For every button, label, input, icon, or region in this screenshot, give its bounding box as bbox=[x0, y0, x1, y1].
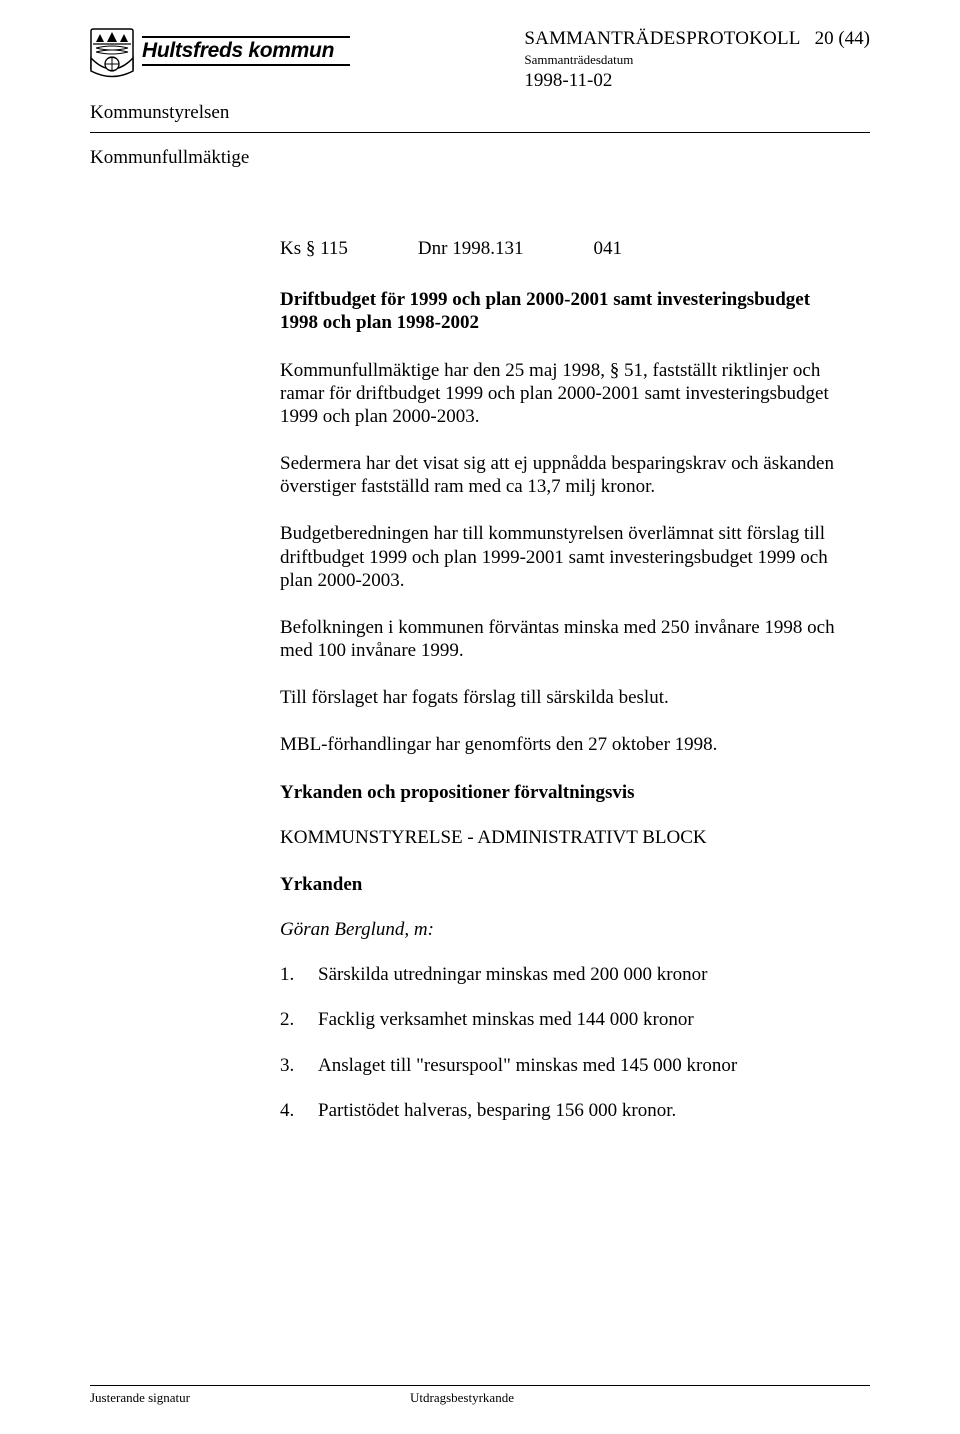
footer-rule bbox=[90, 1385, 870, 1386]
header-right: SAMMANTRÄDESPROTOKOLL 20 (44) Sammanträd… bbox=[524, 28, 870, 92]
list-text: Partistödet halveras, besparing 156 000 … bbox=[318, 1099, 676, 1122]
item-title: Driftbudget för 1999 och plan 2000-2001 … bbox=[280, 288, 850, 334]
item-dnr: Dnr 1998.131 bbox=[418, 237, 524, 260]
list-number: 4. bbox=[280, 1099, 296, 1122]
proposer-name: Göran Berglund, m: bbox=[280, 918, 850, 941]
municipal-crest-icon bbox=[90, 28, 134, 80]
list-text: Anslaget till "resurspool" minskas med 1… bbox=[318, 1054, 737, 1077]
yrkanden-label: Yrkanden bbox=[280, 873, 850, 896]
item-reference-line: Ks § 115 Dnr 1998.131 041 bbox=[280, 237, 850, 260]
page-footer: Justerande signatur Utdragsbestyrkande bbox=[90, 1385, 870, 1406]
list-item: 1. Särskilda utredningar minskas med 200… bbox=[280, 963, 850, 986]
paragraph: Kommunfullmäktige har den 25 maj 1998, §… bbox=[280, 359, 850, 429]
list-item: 3. Anslaget till "resurspool" minskas me… bbox=[280, 1054, 850, 1077]
footer-left-label: Justerande signatur bbox=[90, 1390, 410, 1406]
org-name-rule-bot bbox=[142, 64, 350, 66]
org-name-rule-top bbox=[142, 36, 350, 38]
paragraph: Till förslaget har fogats förslag till s… bbox=[280, 686, 850, 709]
header-left: Hultsfreds kommun bbox=[90, 28, 350, 80]
list-text: Särskilda utredningar minskas med 200 00… bbox=[318, 963, 707, 986]
motion-list: 1. Särskilda utredningar minskas med 200… bbox=[280, 963, 850, 1122]
paragraph: Sedermera har det visat sig att ej uppnå… bbox=[280, 452, 850, 498]
org-name: Hultsfreds kommun bbox=[142, 40, 350, 62]
body-name: Kommunstyrelsen bbox=[90, 102, 870, 124]
list-number: 2. bbox=[280, 1008, 296, 1031]
page-number: 20 (44) bbox=[815, 28, 870, 49]
footer-right-label: Utdragsbestyrkande bbox=[410, 1390, 514, 1406]
list-number: 3. bbox=[280, 1054, 296, 1077]
list-number: 1. bbox=[280, 963, 296, 986]
footer-row: Justerande signatur Utdragsbestyrkande bbox=[90, 1390, 870, 1406]
page: Hultsfreds kommun SAMMANTRÄDESPROTOKOLL … bbox=[0, 0, 960, 1434]
meeting-date: 1998-11-02 bbox=[524, 70, 870, 92]
document-type: SAMMANTRÄDESPROTOKOLL bbox=[524, 28, 800, 49]
paragraph: Befolkningen i kommunen förväntas minska… bbox=[280, 616, 850, 662]
list-item: 4. Partistödet halveras, besparing 156 0… bbox=[280, 1099, 850, 1122]
meeting-date-label: Sammanträdesdatum bbox=[524, 52, 870, 68]
item-ref: Ks § 115 bbox=[280, 237, 348, 260]
content-column: Ks § 115 Dnr 1998.131 041 Driftbudget fö… bbox=[280, 237, 850, 1122]
list-text: Facklig verksamhet minskas med 144 000 k… bbox=[318, 1008, 694, 1031]
org-name-block: Hultsfreds kommun bbox=[142, 28, 350, 66]
paragraph: MBL-förhandlingar har genomförts den 27 … bbox=[280, 733, 850, 756]
list-item: 2. Facklig verksamhet minskas med 144 00… bbox=[280, 1008, 850, 1031]
paragraph: Budgetberedningen har till kommunstyrels… bbox=[280, 522, 850, 592]
recipient: Kommunfullmäktige bbox=[90, 147, 870, 169]
header-rule bbox=[90, 132, 870, 133]
section-heading: Yrkanden och propositioner förvaltningsv… bbox=[280, 781, 850, 804]
item-code: 041 bbox=[593, 237, 622, 260]
page-header: Hultsfreds kommun SAMMANTRÄDESPROTOKOLL … bbox=[90, 28, 870, 96]
block-heading: KOMMUNSTYRELSE - ADMINISTRATIVT BLOCK bbox=[280, 826, 850, 849]
